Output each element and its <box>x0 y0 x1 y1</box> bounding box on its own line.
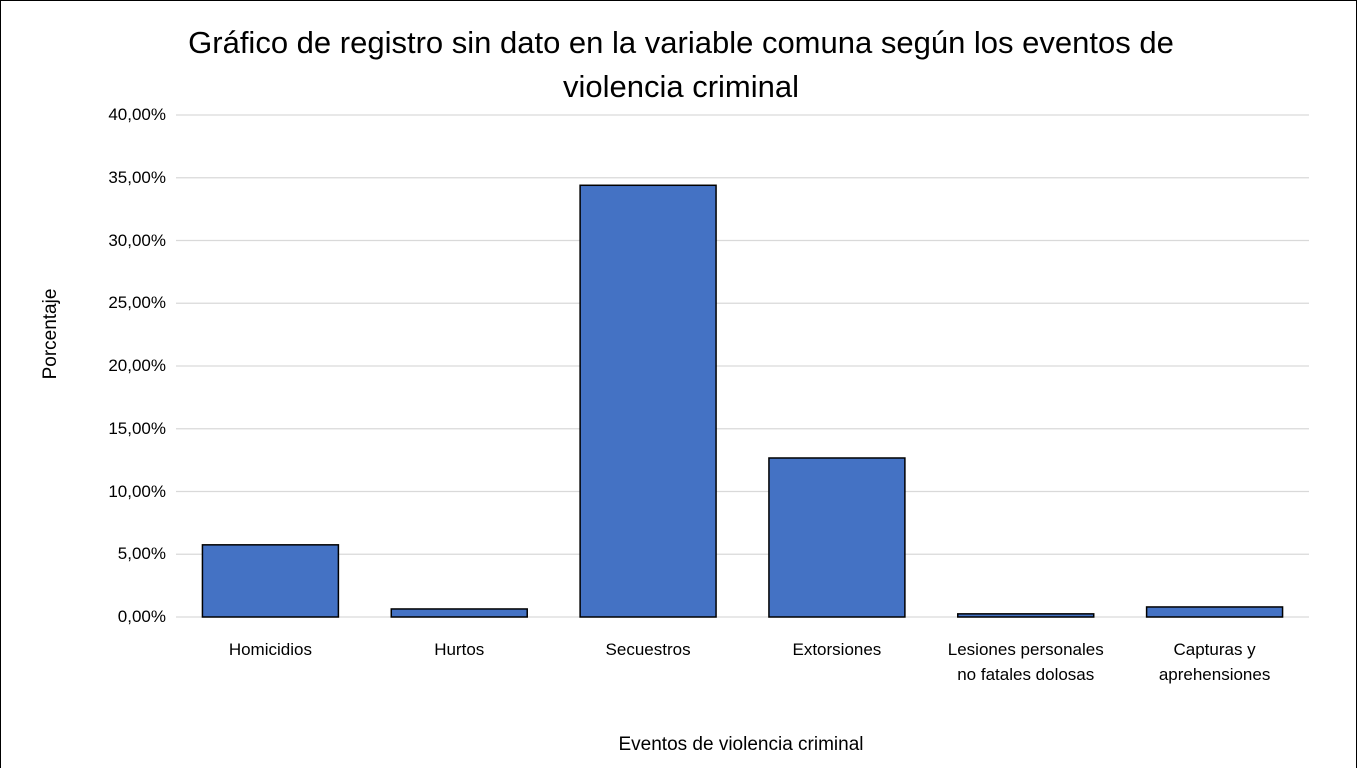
bar <box>1145 606 1284 618</box>
y-tick-label: 15,00% <box>108 418 166 438</box>
bar <box>201 544 340 618</box>
y-tick-label: 35,00% <box>108 167 166 187</box>
bar <box>390 608 528 618</box>
x-tick-label: Homicidios <box>228 640 312 659</box>
chart-title: Gráfico de registro sin dato en la varia… <box>188 25 1174 104</box>
x-tick-label: Capturas y aprehensiones <box>1158 640 1271 684</box>
x-tick-label: Hurtos <box>434 640 485 659</box>
y-tick-label: 25,00% <box>108 293 166 313</box>
bar <box>768 457 906 618</box>
y-tick-label: 30,00% <box>108 230 166 250</box>
y-tick-label: 5,00% <box>117 544 166 564</box>
y-tick-label: 10,00% <box>108 481 166 501</box>
y-tick-label: 20,00% <box>108 356 166 375</box>
x-tick-label: Lesiones personales no fatales dolosas <box>947 640 1104 684</box>
x-axis-label: Eventos de violencia criminal <box>618 734 864 755</box>
y-tick-label: 0,00% <box>117 607 166 626</box>
x-tick-label: Extorsiones <box>792 640 882 659</box>
x-tick-label: Secuestros <box>605 640 691 659</box>
y-tick-label: 40,00% <box>108 105 166 124</box>
bar <box>579 184 717 618</box>
bar <box>957 613 1095 618</box>
y-axis-label: Porcentaje <box>40 288 61 380</box>
